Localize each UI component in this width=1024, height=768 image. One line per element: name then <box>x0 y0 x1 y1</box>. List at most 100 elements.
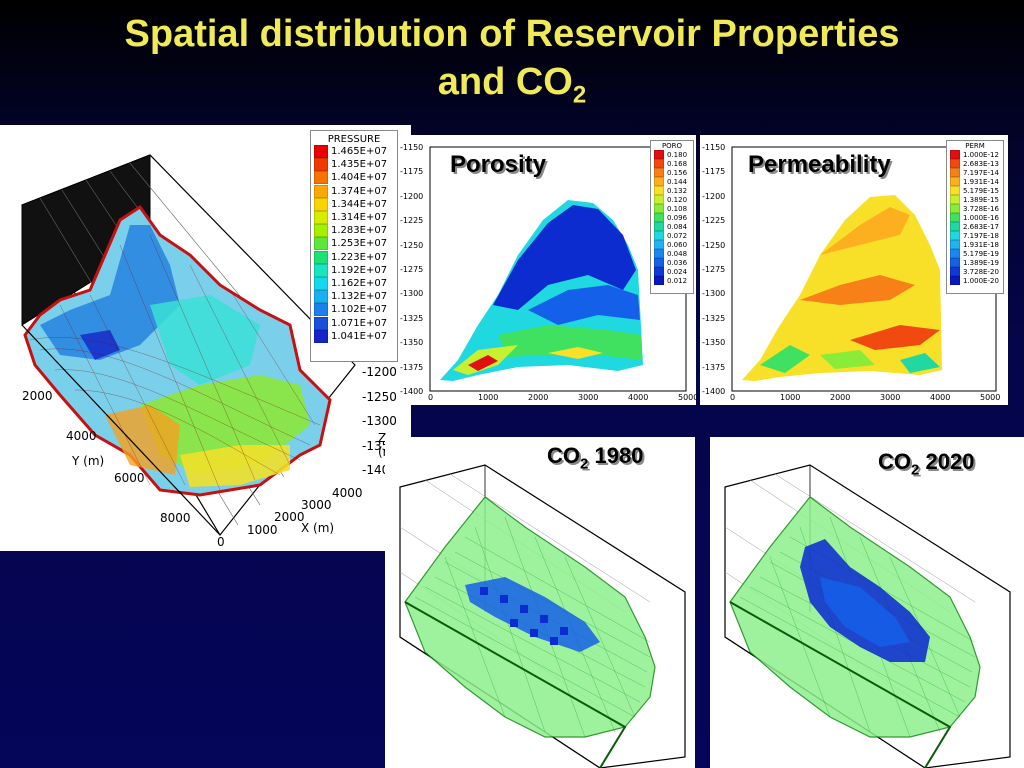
porosity-legend-value: 0.036 <box>667 258 688 267</box>
co2-2020-label-prefix: CO <box>878 449 911 474</box>
pressure-legend-row: 1.435E+07 <box>311 158 397 172</box>
co2-1980-label-prefix: CO <box>547 443 580 468</box>
permeability-legend-value: 7.197E-14 <box>963 168 999 177</box>
permeability-y-tick: -1300 <box>702 289 726 299</box>
pressure-legend-row: 1.374E+07 <box>311 184 397 198</box>
permeability-legend-value: 1.000E-12 <box>963 150 999 159</box>
co2-2020-panel: CO2 2020 <box>710 437 1024 768</box>
pressure-legend-value: 1.374E+07 <box>331 185 388 197</box>
permeability-legend-value: 7.197E-18 <box>963 231 999 240</box>
pressure-legend-row: 1.102E+07 <box>311 303 397 317</box>
permeability-legend-swatch <box>950 276 960 285</box>
porosity-legend: PORO 0.180 0.168 0.156 0.144 0.132 0.120 0.108… <box>650 140 694 294</box>
pressure-legend-value: 1.132E+07 <box>331 291 388 303</box>
porosity-legend-swatch <box>654 168 664 177</box>
permeability-legend: PERM 1.000E-12 2.683E-13 7.197E-14 1.931E-1… <box>946 140 1004 294</box>
co2-1980-label-year: 1980 <box>594 443 644 468</box>
pressure-legend-swatch <box>314 303 328 317</box>
porosity-legend-swatch <box>654 213 664 222</box>
porosity-legend-swatch <box>654 231 664 240</box>
porosity-y-tick: -1375 <box>400 362 424 372</box>
porosity-panel: Porosity -1150 -1175 -1200 -1225 -1250 -1275 -… <box>398 135 696 405</box>
porosity-band-green <box>498 325 642 360</box>
porosity-y-tick: -1400 <box>400 387 424 396</box>
pressure-legend-swatch <box>314 184 328 198</box>
pressure-legend-row: 1.344E+07 <box>311 197 397 211</box>
co2-2020-plume-inner <box>820 577 910 647</box>
permeability-legend-row: 7.197E-14 <box>947 168 1003 177</box>
permeability-legend-swatch <box>950 168 960 177</box>
pressure-legend: PRESSURE 1.465E+07 1.435E+07 1.404E+07 1.37… <box>310 130 398 362</box>
pressure-y-tick: 8000 <box>160 511 191 525</box>
porosity-legend-row: 0.012 <box>651 276 693 285</box>
pressure-legend-row: 1.162E+07 <box>311 276 397 290</box>
permeability-legend-row: 1.000E-16 <box>947 213 1003 222</box>
permeability-legend-row: 1.931E-14 <box>947 177 1003 186</box>
permeability-label: Permeability <box>748 151 891 178</box>
permeability-y-tick: -1350 <box>702 338 726 348</box>
pressure-legend-value: 1.071E+07 <box>331 317 388 329</box>
porosity-band-orange <box>548 347 603 359</box>
permeability-x-tick: 2000 <box>830 393 851 402</box>
pressure-z-tick: -1200 <box>362 365 397 379</box>
pressure-legend-swatch <box>314 276 328 290</box>
pressure-legend-value: 1.283E+07 <box>331 225 388 237</box>
permeability-legend-value: 5.179E-19 <box>963 249 999 258</box>
permeability-legend-swatch <box>950 231 960 240</box>
pressure-legend-value: 1.344E+07 <box>331 198 388 210</box>
permeability-legend-value: 3.728E-16 <box>963 204 999 213</box>
porosity-legend-swatch <box>654 150 664 159</box>
porosity-legend-row: 0.060 <box>651 240 693 249</box>
permeability-legend-row: 1.000E-20 <box>947 276 1003 285</box>
pressure-legend-value: 1.253E+07 <box>331 238 388 250</box>
porosity-x-tick: 0 <box>428 393 434 402</box>
pressure-legend-swatch <box>314 316 328 330</box>
pressure-legend-value: 1.314E+07 <box>331 212 388 224</box>
slide-title: Spatial distribution of Reservoir Proper… <box>0 10 1024 120</box>
permeability-band-green-1 <box>760 345 810 373</box>
permeability-legend-swatch <box>950 222 960 231</box>
permeability-y-tick: -1175 <box>702 167 726 177</box>
pressure-z-tick: -1250 <box>362 389 397 404</box>
pressure-legend-value: 1.435E+07 <box>331 159 388 171</box>
pressure-legend-value: 1.102E+07 <box>331 304 388 316</box>
pressure-3d-panel: PRESSURE 1.465E+07 1.435E+07 1.404E+07 1.37… <box>0 125 411 551</box>
porosity-legend-value: 0.180 <box>667 150 688 159</box>
pressure-legend-swatch <box>314 158 328 172</box>
porosity-plot <box>429 146 687 392</box>
pressure-y-label: Y (m) <box>72 454 105 468</box>
porosity-legend-swatch <box>654 159 664 168</box>
pressure-legend-row: 1.041E+07 <box>311 329 397 343</box>
porosity-legend-row: 0.036 <box>651 258 693 267</box>
permeability-legend-swatch <box>950 240 960 249</box>
permeability-legend-value: 2.683E-17 <box>963 222 999 231</box>
porosity-legend-swatch <box>654 222 664 231</box>
permeability-legend-swatch <box>950 195 960 204</box>
permeability-band-red <box>850 325 940 350</box>
permeability-y-tick: -1200 <box>702 191 726 201</box>
permeability-legend-title: PERM <box>965 142 985 150</box>
co2-2020-plot <box>724 464 1011 768</box>
pressure-legend-swatch <box>314 329 328 343</box>
pressure-y-tick: 6000 <box>114 471 145 485</box>
pressure-surface-orange <box>105 405 180 475</box>
co2-2020-label-year: 2020 <box>925 449 975 474</box>
porosity-legend-swatch <box>654 258 664 267</box>
pressure-legend-swatch <box>314 290 328 304</box>
pressure-surface-blue <box>40 225 180 360</box>
permeability-legend-swatch <box>950 213 960 222</box>
permeability-legend-swatch <box>950 177 960 186</box>
title-line-2: and CO2 <box>0 58 1024 120</box>
porosity-x-tick: 3000 <box>578 393 599 402</box>
pressure-x-tick: 1000 <box>247 523 278 537</box>
pressure-legend-title: PRESSURE <box>327 134 381 145</box>
porosity-legend-row: 0.048 <box>651 249 693 258</box>
porosity-label: Porosity <box>450 151 547 178</box>
permeability-legend-value: 3.728E-20 <box>963 267 999 276</box>
porosity-legend-value: 0.108 <box>667 204 688 213</box>
permeability-legend-value: 1.000E-20 <box>963 276 999 285</box>
pressure-x-label: X (m) <box>301 521 335 535</box>
pressure-surface-cyan <box>150 295 260 385</box>
pressure-legend-swatch <box>314 211 328 225</box>
pressure-legend-row: 1.192E+07 <box>311 263 397 277</box>
